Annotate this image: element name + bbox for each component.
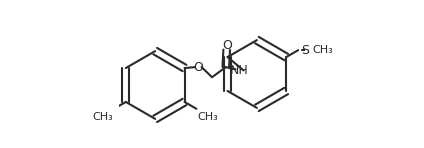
Text: CH₃: CH₃ [197, 112, 218, 122]
Text: NH: NH [230, 64, 249, 77]
Text: O: O [222, 39, 232, 52]
Text: CH₃: CH₃ [312, 45, 333, 55]
Text: CH₃: CH₃ [92, 112, 113, 122]
Text: O: O [193, 61, 203, 74]
Text: S: S [301, 44, 310, 57]
